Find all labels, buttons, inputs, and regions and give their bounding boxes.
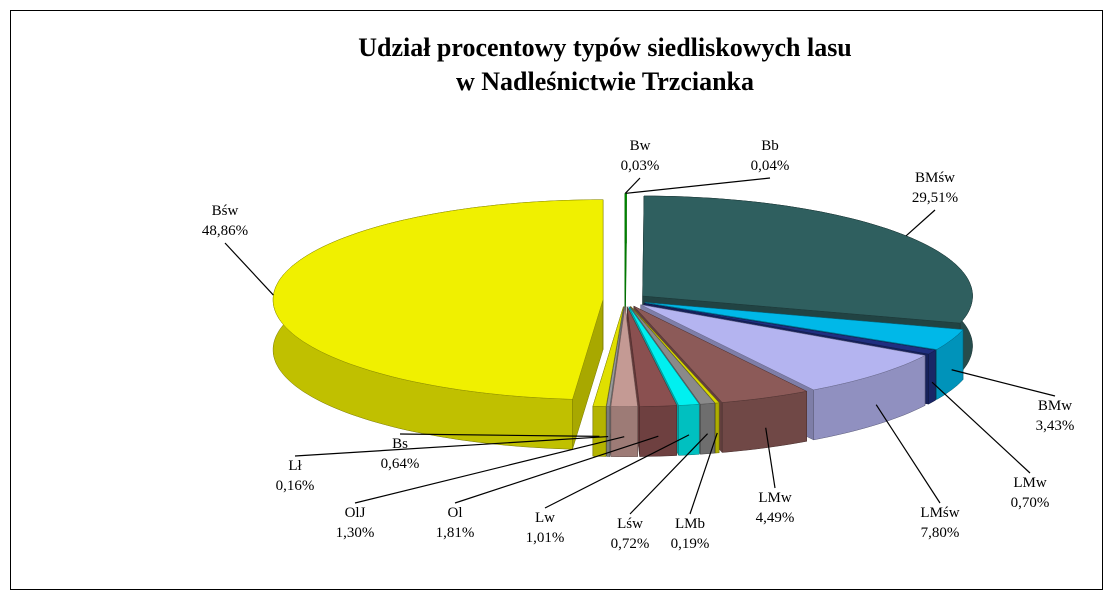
slice-value-label: 0,64% bbox=[381, 456, 420, 472]
slice-top bbox=[628, 306, 700, 406]
pie-slice bbox=[272, 199, 604, 450]
leader-line bbox=[875, 404, 941, 504]
slice-side bbox=[592, 405, 607, 457]
slice-value-label: 1,01% bbox=[526, 530, 565, 546]
slice-top bbox=[606, 306, 625, 407]
slice-value-label: 0,72% bbox=[611, 536, 650, 552]
slice-side bbox=[606, 406, 611, 457]
leader-line bbox=[765, 427, 776, 489]
slice-label: Bs bbox=[392, 436, 408, 452]
leader-line bbox=[629, 433, 709, 515]
slice-top bbox=[630, 306, 720, 404]
slice-value-label: 1,30% bbox=[336, 525, 375, 541]
slice-value-label: 0,70% bbox=[1011, 495, 1050, 511]
slice-value-label: 0,19% bbox=[671, 536, 710, 552]
slice-label: Lł bbox=[288, 458, 302, 474]
slice-value-label: 7,80% bbox=[921, 525, 960, 541]
slice-top bbox=[642, 195, 973, 324]
slice-top bbox=[272, 199, 604, 400]
slice-label: OlJ bbox=[345, 505, 366, 521]
leader-line bbox=[454, 435, 659, 504]
slice-value-label: 3,43% bbox=[1036, 418, 1075, 434]
slice-top bbox=[640, 304, 926, 391]
slice-value-label: 48,86% bbox=[202, 223, 248, 239]
slice-side bbox=[610, 406, 638, 457]
leader-line bbox=[951, 369, 1056, 397]
leader-line bbox=[354, 436, 625, 504]
slice-value-label: 29,51% bbox=[912, 190, 958, 206]
slice-side bbox=[639, 405, 678, 457]
slice-label: Bśw bbox=[212, 203, 239, 219]
leader-line bbox=[399, 433, 600, 437]
slice-label: LMw bbox=[1013, 475, 1047, 491]
slice-top bbox=[626, 306, 678, 407]
leader-line bbox=[689, 432, 718, 515]
slice-label: LMśw bbox=[920, 505, 959, 521]
slice-side bbox=[928, 349, 936, 405]
leader-line bbox=[931, 381, 1031, 474]
slice-label: Lw bbox=[535, 510, 555, 526]
slice-top bbox=[592, 306, 624, 407]
slice-value-label: 4,49% bbox=[756, 510, 795, 526]
slice-label: LMb bbox=[675, 516, 705, 532]
leader-line bbox=[624, 177, 641, 194]
slice-side bbox=[715, 402, 720, 454]
slice-top bbox=[645, 302, 964, 350]
leader-line bbox=[626, 177, 771, 194]
slice-top bbox=[610, 306, 638, 407]
leader-line bbox=[544, 434, 690, 509]
slice-value-label: 0,04% bbox=[751, 158, 790, 174]
slice-label: Ol bbox=[448, 505, 463, 521]
slice-side bbox=[678, 404, 700, 456]
leader-line bbox=[224, 242, 274, 296]
pie-slice bbox=[610, 306, 638, 457]
slice-label: BMw bbox=[1038, 398, 1072, 414]
slice-top bbox=[633, 305, 808, 403]
slice-label: BMśw bbox=[915, 170, 955, 186]
slice-top bbox=[644, 303, 937, 355]
leader-line bbox=[905, 209, 936, 237]
slice-top bbox=[629, 306, 716, 405]
slice-value-label: 0,03% bbox=[621, 158, 660, 174]
slice-value-label: 1,81% bbox=[436, 525, 475, 541]
chart-title: Udział procentowy typów siedliskowych la… bbox=[358, 33, 852, 62]
slice-label: Bb bbox=[761, 138, 779, 154]
slice-label: LMw bbox=[758, 490, 792, 506]
slice-label: Bw bbox=[630, 138, 651, 154]
chart-subtitle: w Nadleśnictwie Trzcianka bbox=[456, 67, 754, 96]
slice-value-label: 0,16% bbox=[276, 478, 315, 494]
leader-line bbox=[294, 435, 609, 457]
slice-label: Lśw bbox=[617, 516, 643, 532]
